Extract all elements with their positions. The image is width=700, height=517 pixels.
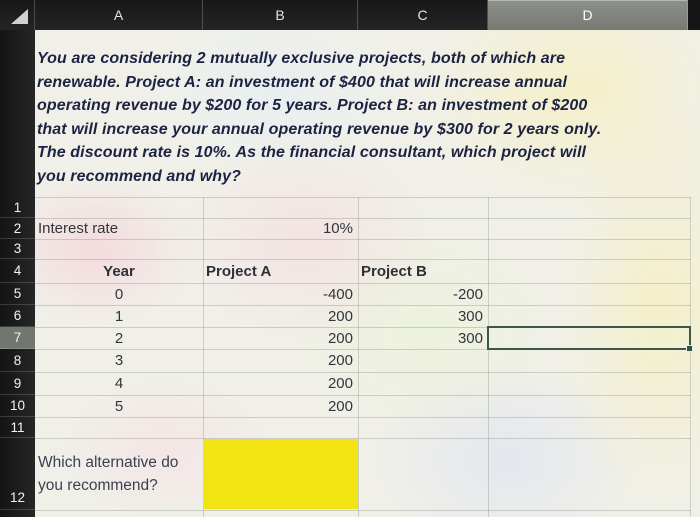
gridline: [488, 197, 489, 517]
sheet-body: You are considering 2 mutually exclusive…: [35, 30, 700, 517]
question-line: that will increase your annual operating…: [37, 120, 602, 138]
row-header-8[interactable]: 8: [0, 349, 35, 372]
selected-cell-d7-outline[interactable]: [487, 326, 693, 352]
cell-b6-project-a[interactable]: 200: [327, 307, 353, 325]
gridline: [358, 197, 359, 517]
column-header-d-selected[interactable]: D: [488, 0, 688, 30]
cell-a8-year[interactable]: 3: [114, 352, 124, 369]
select-all-corner[interactable]: [0, 0, 35, 30]
cell-c5-project-b[interactable]: -200: [452, 285, 483, 303]
cell-a4-year-header[interactable]: Year: [103, 262, 135, 280]
row-header-6[interactable]: 6: [0, 305, 35, 327]
question-line: you recommend and why?: [37, 167, 242, 185]
cell-b12-answer-highlight[interactable]: [203, 439, 358, 509]
cell-a10-year[interactable]: 5: [114, 397, 124, 415]
row-header-1[interactable]: 1: [0, 197, 35, 218]
question-line: The discount rate is 10%. As the financi…: [37, 144, 587, 162]
gridline: [35, 197, 691, 198]
cell-c2[interactable]: [358, 218, 488, 239]
gridline: [35, 218, 691, 219]
gridline: [35, 239, 691, 240]
cell-c6-project-b[interactable]: 300: [457, 307, 483, 325]
row-header-2[interactable]: 2: [0, 218, 35, 239]
cell-a7-year[interactable]: 2: [114, 329, 124, 347]
cell-d2[interactable]: [488, 218, 690, 239]
cell-a6-year[interactable]: 1: [114, 307, 124, 325]
recommend-line: you recommend?: [38, 477, 158, 494]
cell-c7-project-b[interactable]: 300: [457, 329, 483, 347]
row-header-4[interactable]: 4: [0, 259, 35, 283]
cell-c8-project-b[interactable]: [358, 349, 488, 372]
cell-d5[interactable]: [488, 283, 690, 305]
cell-c4-project-b-header[interactable]: Project B: [361, 262, 427, 280]
grid-row-6: 1 200 300: [35, 305, 691, 327]
grid-row-9: 4 200: [35, 372, 691, 395]
row-header-10[interactable]: 10: [0, 395, 35, 417]
cell-b8-project-a[interactable]: 200: [327, 352, 353, 369]
row-header-9[interactable]: 9: [0, 372, 35, 395]
question-line: renewable. Project A: an investment of $…: [37, 73, 568, 91]
row-header-12[interactable]: 12: [0, 438, 35, 510]
question-line: You are considering 2 mutually exclusive…: [37, 50, 566, 67]
row-header-11[interactable]: 11: [0, 417, 35, 438]
gridline: [690, 197, 691, 517]
recommend-line: Which alternative do: [38, 454, 179, 471]
row-header-bar: 1 2 3 4 5 6 7 8 9 10 11 12: [0, 30, 35, 517]
cell-d9[interactable]: [488, 372, 690, 395]
cell-b5-project-a[interactable]: -400: [322, 285, 353, 303]
gridline: [203, 197, 204, 517]
column-header-a[interactable]: A: [35, 0, 203, 30]
row-header-3[interactable]: 3: [0, 239, 35, 259]
cell-b2-interest-rate-value[interactable]: 10%: [322, 220, 353, 237]
photo-edge: [688, 0, 700, 30]
column-header-b[interactable]: B: [203, 0, 358, 30]
cell-d8[interactable]: [488, 349, 690, 372]
cell-c10-project-b[interactable]: [358, 395, 488, 417]
gridline: [35, 510, 691, 511]
gridline: [35, 395, 691, 396]
column-header-bar: A B C D: [0, 0, 700, 30]
question-line: operating revenue by $200 for 5 years. P…: [37, 97, 588, 115]
row-header-5[interactable]: 5: [0, 283, 35, 305]
gridline: [35, 417, 691, 418]
gridline: [35, 372, 691, 373]
grid-row-5: 0 -400 -200: [35, 283, 691, 305]
cell-d10[interactable]: [488, 395, 690, 417]
grid-row-2: Interest rate 10%: [35, 218, 691, 239]
column-header-c[interactable]: C: [358, 0, 488, 30]
cell-d4[interactable]: [488, 259, 690, 283]
gridline: [35, 283, 691, 284]
row-header-7-selected[interactable]: 7: [0, 327, 35, 349]
gridline: [35, 327, 691, 328]
cell-b7-project-a[interactable]: 200: [327, 329, 353, 347]
gridline: [35, 259, 691, 260]
cell-b9-project-a[interactable]: 200: [327, 375, 353, 392]
gridline: [35, 349, 691, 350]
cell-d6[interactable]: [488, 305, 690, 327]
fill-handle[interactable]: [686, 345, 693, 352]
grid-row-4: Year Project A Project B: [35, 259, 691, 283]
cell-a9-year[interactable]: 4: [114, 375, 124, 392]
question-textbox: You are considering 2 mutually exclusive…: [37, 47, 677, 189]
cell-a2-interest-rate-label[interactable]: Interest rate: [38, 220, 119, 237]
cell-b10-project-a[interactable]: 200: [327, 397, 353, 415]
cell-c9-project-b[interactable]: [358, 372, 488, 395]
grid-row-8: 3 200: [35, 349, 691, 372]
select-all-triangle-icon: [11, 9, 28, 24]
cell-a5-year[interactable]: 0: [114, 285, 124, 303]
gridline: [35, 305, 691, 306]
cell-b4-project-a-header[interactable]: Project A: [206, 262, 272, 280]
grid-row-10: 5 200: [35, 395, 691, 417]
grid-row-7: 2 200 300: [35, 327, 691, 349]
cell-a12-recommend-question[interactable]: Which alternative do you recommend?: [38, 451, 206, 497]
gridline: [35, 438, 691, 439]
